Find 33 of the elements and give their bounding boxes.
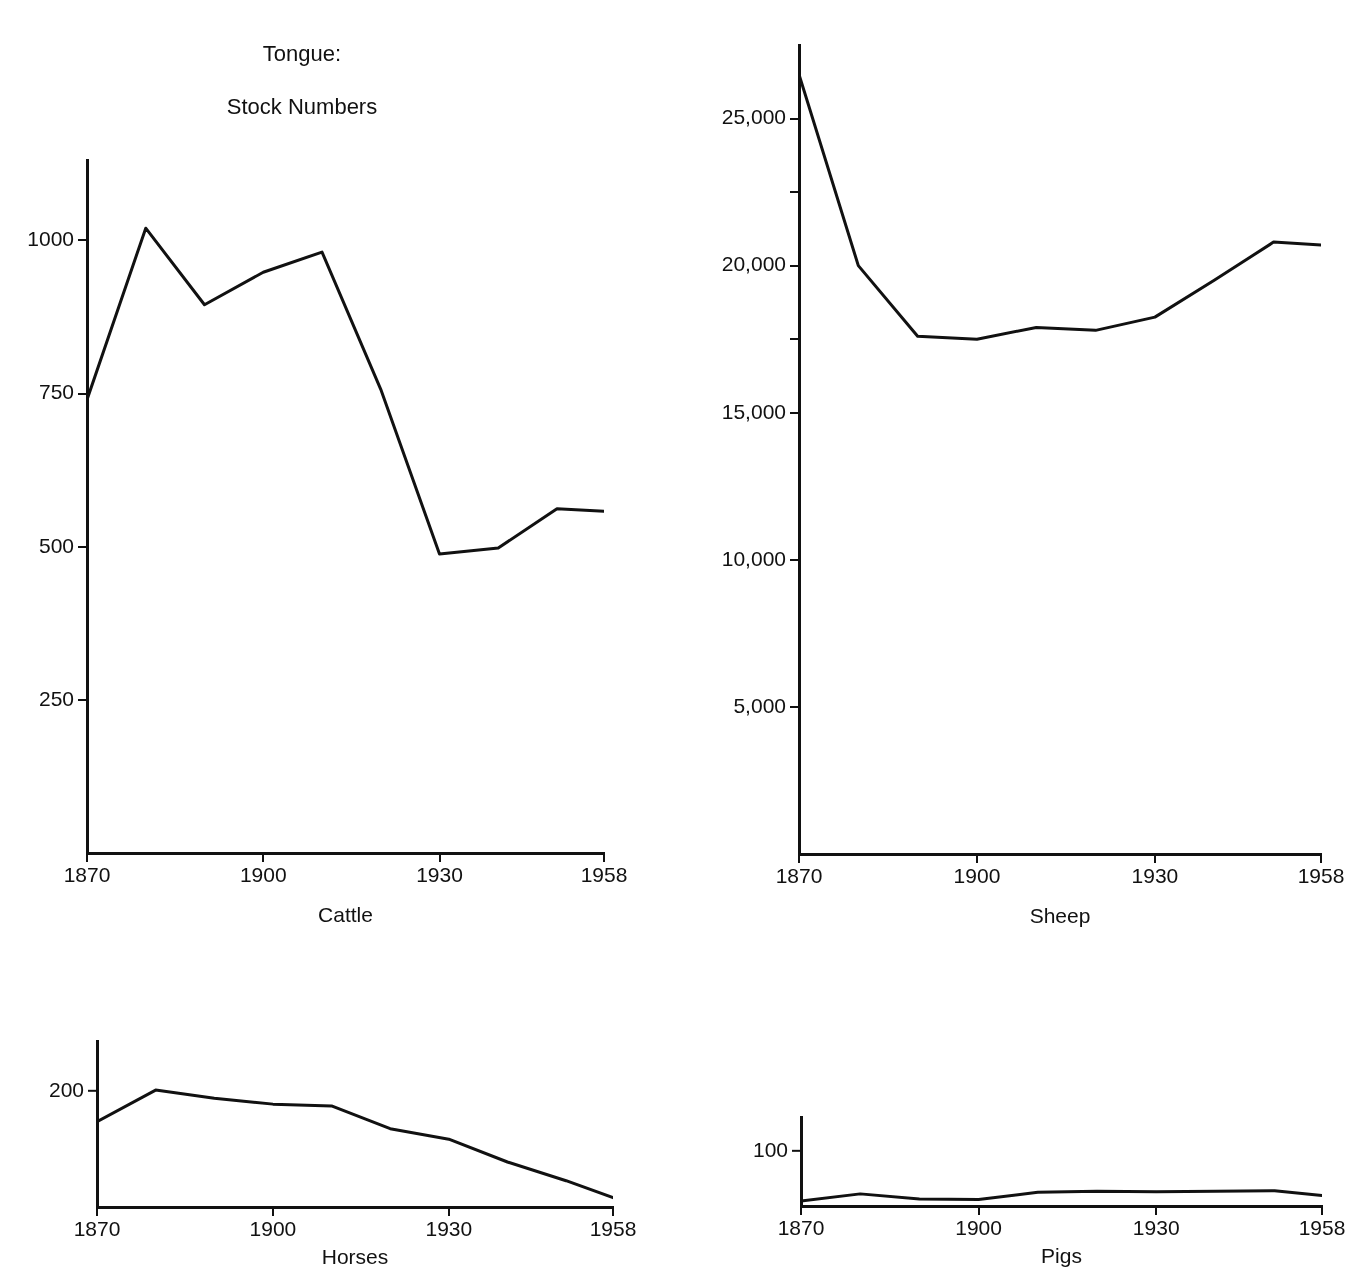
x-tick-label: 1900 [953,864,1001,888]
y-tick-label: 1000 [27,227,74,251]
x-tick-label: 1958 [1297,864,1345,888]
chart-subtitle: Stock Numbers [226,93,378,119]
x-tick-label: 1870 [73,1217,121,1241]
x-axis-title: Cattle [318,903,373,927]
x-tick-label: 1870 [777,1216,825,1240]
x-tick-label: 1930 [1131,864,1179,888]
x-tick-label: 1930 [425,1217,473,1241]
y-tick-label: 750 [38,380,74,404]
text: 100 [752,1137,788,1161]
x-tick-label: 1958 [580,863,628,887]
x-tick-label: 1958 [589,1217,637,1241]
x-axis-title: Sheep [1029,904,1091,928]
x-tick-label: 1900 [249,1217,297,1241]
y-tick-label: 500 [38,533,74,557]
x-tick-label: 1870 [63,863,111,887]
x-tick-label: 1870 [775,864,823,888]
x-axis-title: Horses [321,1245,389,1269]
x-tick-label: 1900 [239,863,287,887]
y-tick-label: 10,000 [721,546,786,570]
x-tick-label: 1930 [416,863,463,887]
y-tick-label: 25,000 [721,105,786,129]
y-tick-label: 15,000 [721,399,786,423]
y-tick-label: 5,000 [733,693,786,717]
chart-title: Tongue: [262,41,342,67]
x-axis-title: Pigs [1041,1244,1082,1268]
text: 200 [48,1077,84,1101]
y-tick-label: 20,000 [721,252,786,276]
y-tick-label: 250 [38,686,74,710]
x-tick-label: 1930 [1132,1216,1180,1240]
x-tick-label: 1900 [955,1216,1002,1240]
x-tick-label: 1958 [1298,1216,1346,1240]
